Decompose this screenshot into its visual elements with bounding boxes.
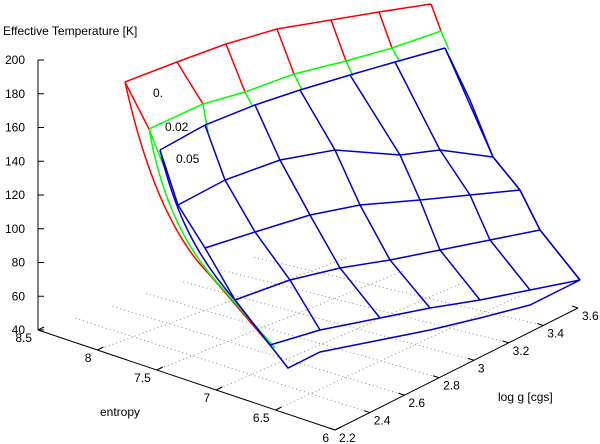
x-axis-line — [37, 329, 336, 431]
red-mesh-col — [225, 43, 246, 93]
x-tick-mark — [37, 326, 45, 331]
y-axis-line — [334, 307, 579, 431]
floor-grid-line — [156, 269, 406, 371]
blue-mesh-row — [159, 47, 446, 151]
z-tick-label: 80 — [12, 256, 26, 270]
axes — [37, 60, 579, 431]
series-label-005: 0.05 — [176, 152, 200, 166]
green-left-edge — [148, 128, 276, 349]
green-mesh-col — [345, 60, 354, 77]
y-tick-mark — [571, 305, 579, 309]
floor-grid-line — [275, 294, 521, 411]
floor-grid-line — [109, 305, 405, 396]
y-tick-label: 3.2 — [513, 344, 530, 358]
floor-grid-line — [97, 257, 348, 351]
red-mesh-col — [378, 11, 393, 49]
y-tick-mark — [363, 410, 370, 414]
blue-mesh-row — [204, 189, 521, 249]
green-mesh-col — [202, 103, 209, 133]
blue-mesh-col — [394, 61, 531, 291]
y-tick-mark — [467, 357, 475, 361]
z-tick-labels: 200 180 160 140 120 100 80 60 40 — [5, 53, 44, 337]
floor-grid-line — [145, 293, 440, 379]
floor-grid-line — [216, 282, 463, 391]
x-tick-label: 7 — [204, 391, 211, 405]
blue-right-edge — [444, 47, 581, 281]
blue-left-edge — [159, 149, 271, 346]
y-tick-label: 2.4 — [374, 414, 391, 428]
z-tick-label: 160 — [5, 121, 25, 135]
blue-mesh-col — [159, 149, 271, 346]
red-edge-top — [124, 3, 432, 83]
y-tick-mark — [432, 375, 440, 379]
y-tick-mark — [328, 427, 336, 431]
x-tick-mark — [97, 346, 104, 351]
green-mesh-col — [244, 91, 253, 106]
y-tick-mark — [398, 392, 405, 396]
blue-mesh-row — [234, 229, 541, 301]
y-tick-label: 2.2 — [339, 431, 356, 444]
y-tick-mark — [502, 340, 509, 344]
x-tick-labels: 8.5 8 7.5 7 6.5 6 — [15, 326, 342, 444]
x-tick-label: 6.5 — [253, 411, 270, 425]
surface-plot — [124, 3, 581, 369]
z-tick-label: 140 — [5, 154, 25, 168]
blue-mesh-row — [269, 279, 581, 346]
z-tick-label: 100 — [5, 222, 25, 236]
green-mesh-col — [148, 128, 165, 168]
x-tick-mark — [215, 386, 223, 391]
red-mesh-col — [176, 61, 204, 105]
z-tick-label: 120 — [5, 188, 25, 202]
green-mesh-col — [391, 47, 401, 63]
z-tick-label: 40 — [12, 323, 26, 337]
x-tick-mark — [275, 406, 282, 411]
z-tick-label: 200 — [5, 53, 25, 67]
red-mesh-col — [124, 81, 150, 130]
x-tick-mark — [334, 426, 342, 431]
blue-mesh-col — [254, 104, 381, 319]
green-mesh-col — [440, 30, 450, 51]
floor-grid-line — [73, 317, 370, 414]
y-tick-mark — [537, 322, 544, 326]
z-axis-title: Effective Temperature [K] — [3, 24, 137, 38]
x-tick-label: 6 — [322, 431, 329, 444]
blue-mesh-col — [299, 89, 431, 309]
red-left-edge — [124, 81, 271, 346]
red-mesh-col — [276, 28, 295, 75]
y-axis-title: log g [cgs] — [498, 390, 553, 404]
floor-grid-line — [253, 256, 544, 326]
y-tick-label: 2.6 — [408, 396, 425, 410]
series-label-0: 0. — [153, 86, 163, 100]
x-axis-title: entropy — [100, 405, 140, 419]
red-mesh-col — [430, 3, 442, 32]
y-tick-label: 2.8 — [443, 379, 460, 393]
y-tick-label: 3.6 — [582, 309, 599, 323]
y-tick-label: 3 — [478, 361, 485, 375]
floor-grid — [73, 256, 544, 414]
blue-mesh-col — [204, 124, 321, 331]
green-mesh-col — [293, 73, 303, 91]
series-label-002: 0.02 — [165, 120, 189, 134]
blue-mesh-col — [349, 74, 481, 301]
x-tick-label: 7.5 — [134, 371, 151, 385]
green-edge-top — [148, 30, 442, 130]
x-tick-label: 8.5 — [15, 331, 32, 345]
z-tick-label: 180 — [5, 87, 25, 101]
z-tick-label: 60 — [12, 289, 26, 303]
x-tick-mark — [156, 366, 164, 371]
red-mesh-col — [330, 19, 347, 62]
y-tick-labels: 2.2 2.4 2.6 2.8 3 3.2 3.4 3.6 — [328, 305, 599, 444]
blue-front-edge — [269, 279, 581, 369]
y-tick-label: 3.4 — [547, 326, 564, 340]
x-tick-label: 8 — [85, 351, 92, 365]
